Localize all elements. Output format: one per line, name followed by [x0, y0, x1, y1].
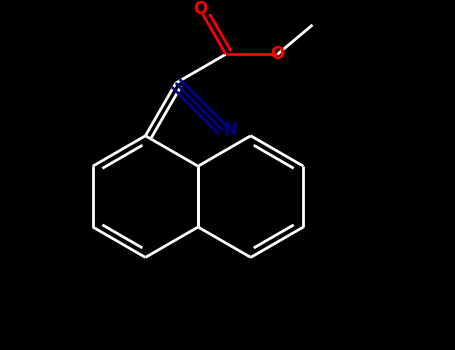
Text: N: N — [223, 121, 238, 139]
Text: O: O — [193, 0, 207, 19]
Text: O: O — [270, 45, 285, 63]
